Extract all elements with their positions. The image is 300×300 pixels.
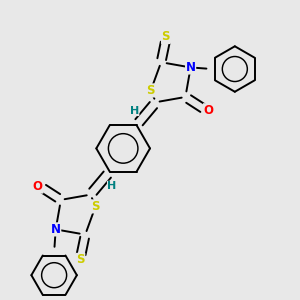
Text: S: S xyxy=(147,84,155,97)
Text: S: S xyxy=(76,254,85,266)
Text: H: H xyxy=(107,181,117,191)
Text: S: S xyxy=(162,31,170,44)
Text: O: O xyxy=(203,104,214,117)
Text: S: S xyxy=(91,200,100,213)
Text: O: O xyxy=(33,180,43,193)
Text: H: H xyxy=(130,106,139,116)
Text: N: N xyxy=(51,223,61,236)
Text: N: N xyxy=(186,61,196,74)
